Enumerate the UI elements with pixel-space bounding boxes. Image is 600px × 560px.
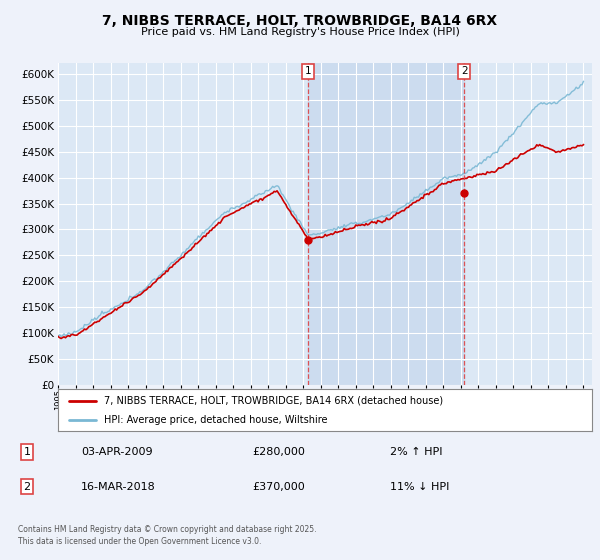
Text: HPI: Average price, detached house, Wiltshire: HPI: Average price, detached house, Wilt… [104,415,327,425]
Text: 1: 1 [304,66,311,76]
Text: 2: 2 [461,66,468,76]
Text: 16-MAR-2018: 16-MAR-2018 [81,482,156,492]
Text: £280,000: £280,000 [252,447,305,458]
Text: Contains HM Land Registry data © Crown copyright and database right 2025.
This d: Contains HM Land Registry data © Crown c… [18,525,317,546]
Text: 03-APR-2009: 03-APR-2009 [81,447,152,458]
Text: 7, NIBBS TERRACE, HOLT, TROWBRIDGE, BA14 6RX (detached house): 7, NIBBS TERRACE, HOLT, TROWBRIDGE, BA14… [104,395,443,405]
Text: 7, NIBBS TERRACE, HOLT, TROWBRIDGE, BA14 6RX: 7, NIBBS TERRACE, HOLT, TROWBRIDGE, BA14… [103,14,497,28]
Text: £370,000: £370,000 [252,482,305,492]
Text: 1: 1 [23,447,31,458]
Bar [308,63,464,385]
Text: 2% ↑ HPI: 2% ↑ HPI [390,447,443,458]
Text: Price paid vs. HM Land Registry's House Price Index (HPI): Price paid vs. HM Land Registry's House … [140,27,460,37]
Text: 11% ↓ HPI: 11% ↓ HPI [390,482,449,492]
Text: 2: 2 [23,482,31,492]
